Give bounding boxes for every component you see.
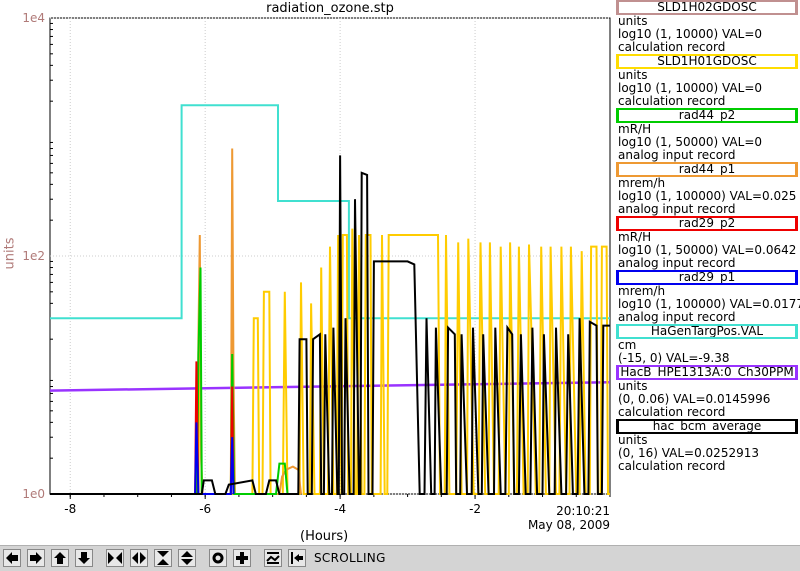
y-tick-label: 1e4 — [22, 11, 45, 25]
x-tick-label: -2 — [469, 502, 481, 516]
legend-entry[interactable]: HacB_HPE1313A:0_Ch30PPM units (0, 0.06) VA… — [616, 365, 800, 419]
x-tick-label: -4 — [334, 502, 346, 516]
plot-area[interactable]: 1e0 1e2 1e4 -8 -6 -4 -2 — [0, 0, 616, 545]
legend-units: mR/H — [618, 122, 652, 136]
legend-record: calculation record — [618, 459, 726, 473]
legend-series-name[interactable]: rad44_p2 — [616, 108, 798, 123]
x-axis-label: (Hours) — [300, 529, 349, 544]
legend-units: cm — [618, 338, 637, 352]
legend-range: log10 (1, 50000) VAL=0.0642 — [618, 243, 797, 257]
up-arrow-icon — [54, 552, 66, 564]
zoom-in-y-icon — [157, 551, 169, 565]
legend-entry[interactable]: rad29_p1 mrem/h log10 (1, 100000) VAL=0.01… — [616, 270, 800, 324]
plus-icon — [236, 552, 248, 564]
legend-series-name[interactable]: SLD1H01GDOSC — [616, 54, 798, 69]
toolbar: SCROLLING — [0, 545, 800, 571]
legend-entry[interactable]: rad44_p2 mR/H log10 (1, 50000) VAL=0 analog… — [616, 108, 800, 162]
zoom-in-x-icon — [108, 552, 122, 564]
x-tick-label: -6 — [199, 502, 211, 516]
legend-range: (-15, 0) VAL=-9.38 — [618, 351, 730, 365]
autoscale-button[interactable] — [264, 549, 282, 567]
end-date-label: May 08, 2009 — [527, 518, 610, 532]
legend-entry[interactable]: rad44_p1 mrem/h log10 (1, 100000) VAL=0.02… — [616, 162, 800, 216]
zoom-in-x-button[interactable] — [106, 549, 124, 567]
legend-series-name[interactable]: hac_bcm_average — [616, 419, 798, 434]
legend-entry[interactable]: hac_bcm_average units (0, 16) VAL=0.025291… — [616, 419, 800, 473]
scroll-left-button[interactable] — [3, 549, 21, 567]
status-label: SCROLLING — [314, 551, 386, 565]
legend-units: units — [618, 433, 648, 447]
legend-record: calculation record — [618, 405, 726, 419]
legend-record: analog input record — [618, 256, 736, 270]
zoom-in-y-button[interactable] — [154, 549, 172, 567]
y-axis-label: units — [2, 237, 18, 270]
chart-title: radiation_ozone.stp — [266, 1, 394, 16]
scroll-right-button[interactable] — [27, 549, 45, 567]
zoom-out-y-icon — [181, 551, 193, 565]
legend-units: mR/H — [618, 230, 652, 244]
series-line-hacb-hpe1313a-0-ch30ppm — [49, 380, 611, 392]
series-line-rad44-p2 — [196, 267, 289, 495]
y-tick-label: 1e0 — [22, 487, 45, 501]
zoom-out-x-button[interactable] — [130, 549, 148, 567]
legend-entry[interactable]: rad29_p2 mR/H log10 (1, 50000) VAL=0.0642 a… — [616, 216, 800, 270]
scroll-down-button[interactable] — [75, 549, 93, 567]
legend-series-name[interactable]: HacB_HPE1313A:0_Ch30PPM — [616, 365, 798, 380]
zoom-out-x-icon — [132, 552, 146, 564]
legend-range: (0, 16) VAL=0.0252913 — [618, 446, 759, 460]
series-line-hagentargpos-val — [50, 104, 610, 320]
pan-icon — [291, 552, 303, 564]
legend-range: log10 (1, 10000) VAL=0 — [618, 27, 763, 41]
x-tick-label: -8 — [64, 502, 76, 516]
legend-record: analog input record — [618, 202, 736, 216]
record-icon — [212, 552, 224, 564]
legend-series-name[interactable]: rad29_p1 — [616, 270, 798, 285]
legend-range: log10 (1, 100000) VAL=0.0177 — [618, 297, 800, 311]
legend-series-name[interactable]: HaGenTargPos.VAL — [616, 324, 798, 339]
legend-entry[interactable]: HaGenTargPos.VAL cm (-15, 0) VAL=-9.38 — [616, 324, 800, 365]
legend-units: units — [618, 68, 648, 82]
legend-entry[interactable]: SLD1H01GDOSC units log10 (1, 10000) VAL=0 c… — [616, 54, 800, 108]
pan-button[interactable] — [288, 549, 306, 567]
zoom-out-y-button[interactable] — [178, 549, 196, 567]
legend-record: calculation record — [618, 94, 726, 108]
legend-range: (0, 0.06) VAL=0.0145996 — [618, 392, 771, 406]
legend: SLD1H02GDOSC units log10 (1, 10000) VAL=0 c… — [616, 0, 800, 473]
autoscale-icon — [266, 552, 280, 564]
legend-units: units — [618, 14, 648, 28]
scroll-up-button[interactable] — [51, 549, 69, 567]
legend-entry[interactable]: SLD1H02GDOSC units log10 (1, 10000) VAL=0 c… — [616, 0, 800, 54]
legend-record: analog input record — [618, 310, 736, 324]
down-arrow-icon — [78, 552, 90, 564]
y-tick-label: 1e2 — [22, 249, 45, 263]
legend-range: log10 (1, 100000) VAL=0.025 — [618, 189, 797, 203]
legend-units: units — [618, 379, 648, 393]
left-arrow-icon — [6, 552, 18, 564]
legend-record: analog input record — [618, 148, 736, 162]
legend-range: log10 (1, 10000) VAL=0 — [618, 81, 763, 95]
legend-range: log10 (1, 50000) VAL=0 — [618, 135, 763, 149]
series-line-hac-bcm-average — [50, 155, 610, 495]
legend-series-name[interactable]: rad44_p1 — [616, 162, 798, 177]
legend-record: calculation record — [618, 40, 726, 54]
legend-series-name[interactable]: rad29_p2 — [616, 216, 798, 231]
record-button[interactable] — [209, 549, 227, 567]
legend-series-name[interactable]: SLD1H02GDOSC — [616, 0, 798, 15]
legend-units: mrem/h — [618, 176, 666, 190]
add-button[interactable] — [233, 549, 251, 567]
legend-units: mrem/h — [618, 284, 666, 298]
end-time-label: 20:10:21 — [556, 504, 610, 518]
right-arrow-icon — [30, 552, 42, 564]
